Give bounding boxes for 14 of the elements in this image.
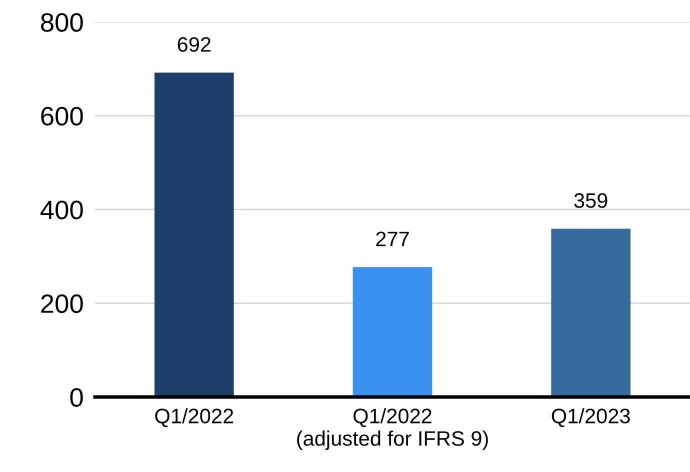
y-tick-label: 800: [41, 13, 83, 32]
data-label: 692: [178, 37, 210, 52]
x-tick-label: Q1/2022: [155, 408, 234, 428]
data-label: 359: [574, 193, 608, 208]
data-label: 277: [376, 232, 409, 246]
y-tick-label: 600: [41, 106, 83, 126]
x-tick-label: Q1/2023: [552, 408, 630, 428]
y-tick-label: 200: [41, 294, 83, 314]
x-tick-label: Q1/2022 (adjusted for IFRS 9): [297, 408, 488, 450]
y-tick-label: 400: [40, 200, 83, 220]
y-tick-label: 0: [70, 388, 83, 407]
bar: [352, 267, 432, 397]
bar: [154, 72, 234, 397]
bar: [551, 228, 630, 397]
